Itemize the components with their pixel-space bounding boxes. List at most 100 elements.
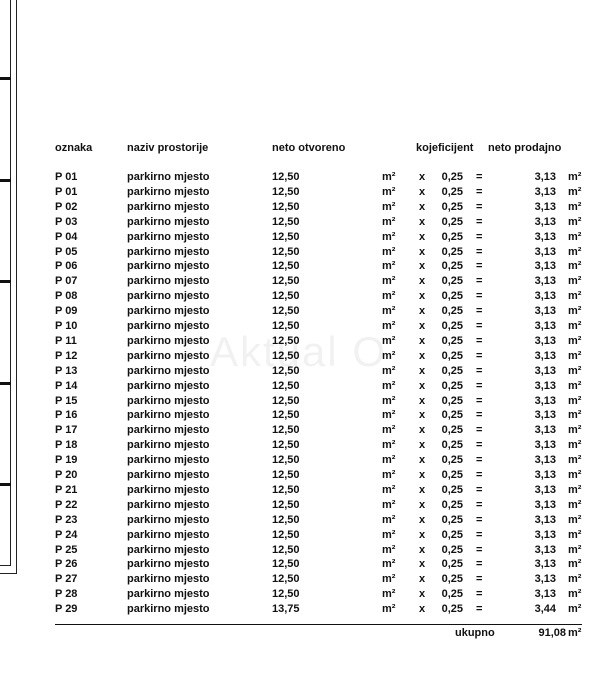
cell-unit: m²	[382, 200, 396, 213]
cell-unit: m²	[568, 439, 582, 452]
cell-oznaka: P 08	[55, 290, 78, 303]
cell-neto-otvoreno: 12,50	[272, 334, 300, 347]
cell-oznaka: P 20	[55, 469, 78, 481]
cell-equals: =	[476, 543, 483, 556]
cell-neto-prodajno: 3,13	[534, 260, 556, 273]
cell-times: x	[419, 200, 426, 213]
cell-times: x	[419, 171, 426, 183]
cell-kojeficijent: 0,25	[441, 424, 463, 437]
cell-equals: =	[476, 364, 483, 377]
cell-neto-otvoreno: 12,50	[272, 528, 300, 541]
cell-kojeficijent: 0,25	[441, 230, 463, 243]
cell-naziv: parkirno mjesto	[127, 424, 210, 437]
cell-oznaka: P 22	[55, 498, 78, 511]
cell-naziv: parkirno mjesto	[127, 200, 210, 213]
cell-unit: m²	[568, 171, 582, 183]
cell-oznaka: P 26	[55, 558, 78, 571]
cell-kojeficijent: 0,25	[441, 528, 463, 541]
cell-oznaka: P 21	[55, 483, 78, 496]
cell-times: x	[419, 379, 426, 392]
frame-tick	[0, 77, 11, 80]
cell-naziv: parkirno mjesto	[127, 245, 210, 258]
cell-naziv: parkirno mjesto	[127, 409, 210, 422]
cell-neto-otvoreno: 12,50	[272, 290, 300, 303]
cell-unit: m²	[568, 513, 582, 526]
frame-outer-line	[16, 0, 17, 573]
cell-naziv: parkirno mjesto	[127, 379, 210, 392]
cell-unit: m²	[568, 275, 582, 288]
cell-times: x	[419, 439, 426, 452]
cell-neto-prodajno: 3,13	[534, 379, 556, 392]
cell-neto-prodajno: 3,13	[534, 439, 556, 452]
cell-neto-prodajno: 3,44	[534, 603, 556, 616]
cell-equals: =	[476, 334, 483, 347]
cell-unit: m²	[382, 260, 396, 273]
cell-equals: =	[476, 200, 483, 213]
cell-unit: m²	[382, 528, 396, 541]
cell-times: x	[419, 424, 426, 437]
cell-oznaka: P 28	[55, 588, 78, 601]
watermark: Aktual O	[210, 328, 388, 375]
cell-unit: m²	[568, 394, 582, 407]
cell-naziv: parkirno mjesto	[127, 260, 210, 273]
cell-naziv: parkirno mjesto	[127, 230, 210, 243]
cell-equals: =	[476, 603, 483, 616]
cell-neto-prodajno: 3,13	[534, 558, 556, 571]
cell-unit: m²	[382, 349, 396, 362]
cell-kojeficijent: 0,25	[441, 588, 463, 601]
cell-kojeficijent: 0,25	[441, 260, 463, 273]
cell-oznaka: P 19	[55, 454, 78, 467]
cell-neto-prodajno: 3,13	[534, 543, 556, 556]
cell-unit: m²	[382, 171, 396, 183]
cell-naziv: parkirno mjesto	[127, 275, 210, 288]
cell-kojeficijent: 0,25	[441, 394, 463, 407]
cell-unit: m²	[382, 454, 396, 467]
header-neto-prodajno: neto prodajno	[488, 142, 562, 154]
cell-times: x	[419, 349, 426, 362]
cell-oznaka: P 25	[55, 543, 78, 556]
cell-neto-otvoreno: 12,50	[272, 185, 300, 198]
cell-times: x	[419, 409, 426, 422]
cell-neto-prodajno: 3,13	[534, 424, 556, 437]
cell-kojeficijent: 0,25	[441, 305, 463, 318]
cell-times: x	[419, 483, 426, 496]
cell-unit: m²	[568, 290, 582, 303]
cell-equals: =	[476, 215, 483, 228]
cell-unit: m²	[568, 200, 582, 213]
cell-equals: =	[476, 528, 483, 541]
cell-unit: m²	[568, 454, 582, 467]
cell-neto-prodajno: 3,13	[534, 215, 556, 228]
cell-naziv: parkirno mjesto	[127, 320, 210, 332]
cell-times: x	[419, 305, 426, 318]
cell-kojeficijent: 0,25	[441, 334, 463, 347]
cell-oznaka: P 14	[55, 379, 78, 392]
cell-kojeficijent: 0,25	[441, 543, 463, 556]
cell-neto-prodajno: 3,13	[534, 200, 556, 213]
cell-oznaka: P 15	[55, 394, 78, 407]
cell-equals: =	[476, 305, 483, 318]
cell-neto-otvoreno: 12,50	[272, 260, 300, 273]
cell-equals: =	[476, 439, 483, 452]
cell-naziv: parkirno mjesto	[127, 394, 210, 407]
cell-oznaka: P 07	[55, 275, 78, 288]
cell-equals: =	[476, 171, 483, 183]
cell-neto-prodajno: 3,13	[534, 230, 556, 243]
cell-neto-prodajno: 3,13	[534, 364, 556, 377]
cell-equals: =	[476, 320, 483, 332]
cell-equals: =	[476, 424, 483, 437]
cell-kojeficijent: 0,25	[441, 215, 463, 228]
cell-unit: m²	[382, 320, 396, 332]
cell-equals: =	[476, 558, 483, 571]
cell-unit: m²	[568, 498, 582, 511]
cell-neto-otvoreno: 12,50	[272, 394, 300, 407]
header-kojeficijent: kojeficijent	[416, 142, 474, 154]
cell-neto-otvoreno: 12,50	[272, 320, 300, 332]
cell-oznaka: P 01	[55, 171, 78, 183]
cell-oznaka: P 16	[55, 409, 78, 422]
cell-unit: m²	[382, 573, 396, 586]
cell-kojeficijent: 0,25	[441, 364, 463, 377]
cell-kojeficijent: 0,25	[441, 603, 463, 616]
cell-neto-otvoreno: 13,75	[272, 603, 300, 616]
cell-oznaka: P 27	[55, 573, 78, 586]
cell-times: x	[419, 260, 426, 273]
